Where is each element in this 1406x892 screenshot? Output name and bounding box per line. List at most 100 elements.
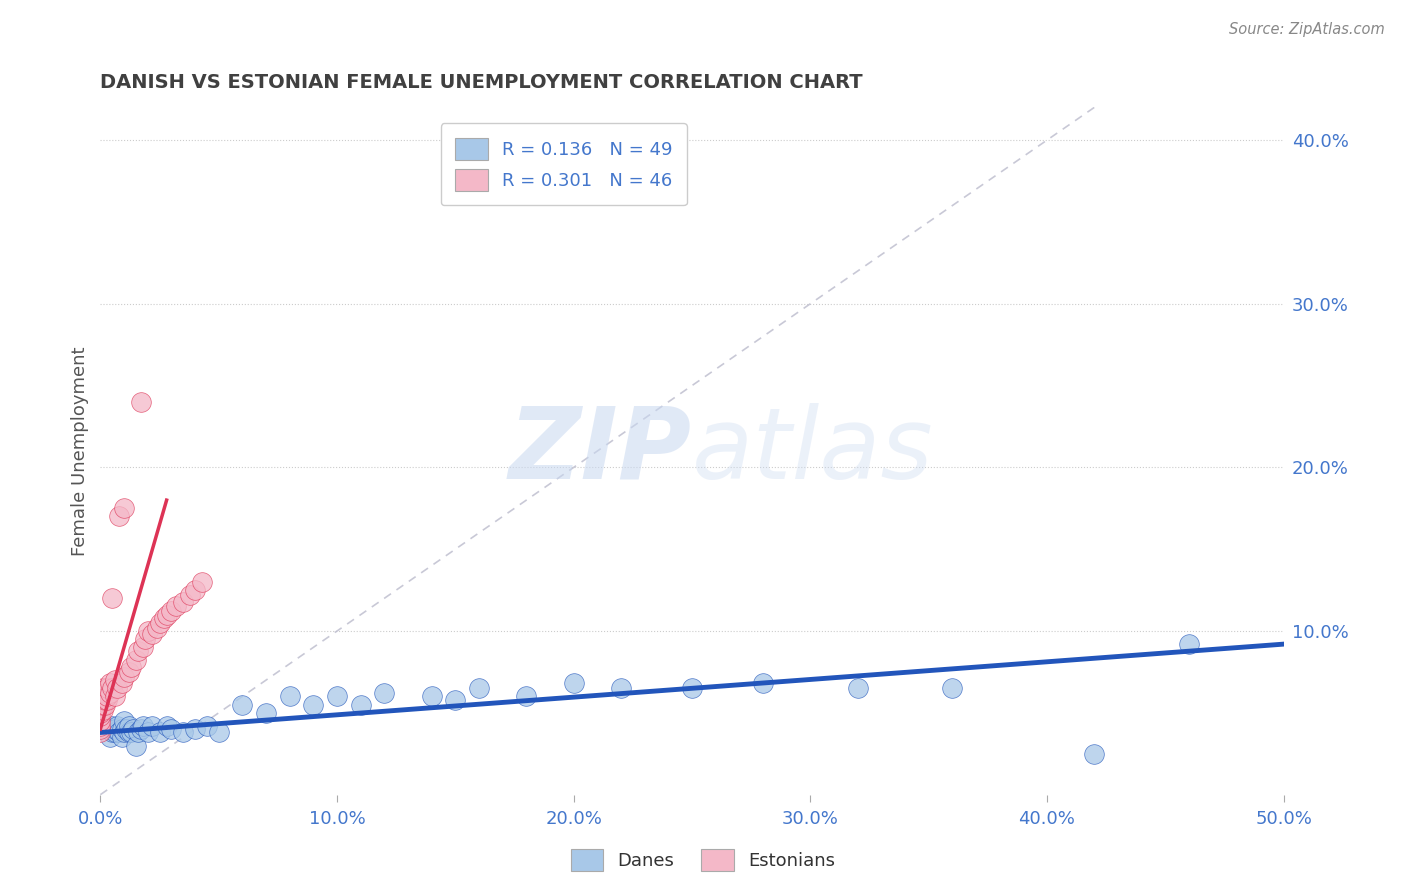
Point <box>127 643 149 657</box>
Text: DANISH VS ESTONIAN FEMALE UNEMPLOYMENT CORRELATION CHART: DANISH VS ESTONIAN FEMALE UNEMPLOYMENT C… <box>100 73 863 92</box>
Point <box>118 665 141 679</box>
Point <box>89 723 111 737</box>
Point <box>91 690 114 704</box>
Point <box>172 725 194 739</box>
Text: atlas: atlas <box>692 402 934 500</box>
Point <box>101 591 124 606</box>
Point <box>846 681 869 696</box>
Text: Source: ZipAtlas.com: Source: ZipAtlas.com <box>1229 22 1385 37</box>
Point <box>191 574 214 589</box>
Point <box>94 692 117 706</box>
Point <box>136 624 159 638</box>
Point <box>165 599 187 614</box>
Point <box>125 739 148 753</box>
Point <box>420 690 443 704</box>
Point <box>326 690 349 704</box>
Point <box>148 615 170 630</box>
Point <box>89 709 111 723</box>
Point <box>118 719 141 733</box>
Text: ZIP: ZIP <box>509 402 692 500</box>
Point <box>112 725 135 739</box>
Point <box>562 676 585 690</box>
Point <box>208 725 231 739</box>
Point <box>129 395 152 409</box>
Point <box>101 719 124 733</box>
Point <box>115 723 138 737</box>
Point <box>98 731 121 745</box>
Point <box>125 653 148 667</box>
Point <box>91 698 114 712</box>
Point <box>112 501 135 516</box>
Point <box>302 698 325 712</box>
Point <box>103 673 125 687</box>
Point <box>98 676 121 690</box>
Point <box>172 594 194 608</box>
Point <box>111 676 134 690</box>
Point <box>94 698 117 712</box>
Point <box>278 690 301 704</box>
Point <box>98 686 121 700</box>
Point <box>120 660 142 674</box>
Point <box>101 681 124 696</box>
Point <box>160 723 183 737</box>
Point <box>96 690 118 704</box>
Point <box>184 583 207 598</box>
Point <box>515 690 537 704</box>
Point <box>132 640 155 655</box>
Point <box>89 725 111 739</box>
Point <box>120 725 142 739</box>
Point <box>468 681 491 696</box>
Point <box>141 719 163 733</box>
Point <box>160 604 183 618</box>
Point <box>112 714 135 728</box>
Point <box>91 681 114 696</box>
Point <box>89 719 111 733</box>
Point <box>132 719 155 733</box>
Point <box>118 725 141 739</box>
Point <box>136 725 159 739</box>
Point <box>111 731 134 745</box>
Point <box>156 607 179 622</box>
Point <box>444 692 467 706</box>
Point <box>681 681 703 696</box>
Point <box>108 725 131 739</box>
Point <box>195 719 218 733</box>
Point <box>103 723 125 737</box>
Point <box>179 588 201 602</box>
Point <box>122 723 145 737</box>
Legend: R = 0.136   N = 49, R = 0.301   N = 46: R = 0.136 N = 49, R = 0.301 N = 46 <box>440 123 688 205</box>
Point <box>254 706 277 720</box>
Point <box>141 627 163 641</box>
Point <box>1083 747 1105 761</box>
Point <box>156 719 179 733</box>
Legend: Danes, Estonians: Danes, Estonians <box>564 842 842 879</box>
Point <box>373 686 395 700</box>
Point <box>129 723 152 737</box>
Point <box>96 723 118 737</box>
Point <box>127 725 149 739</box>
Point <box>96 692 118 706</box>
Point <box>89 706 111 720</box>
Point <box>231 698 253 712</box>
Point <box>111 723 134 737</box>
Point <box>103 725 125 739</box>
Point <box>108 509 131 524</box>
Point <box>146 621 169 635</box>
Point <box>105 681 128 696</box>
Point <box>91 702 114 716</box>
Point <box>94 686 117 700</box>
Point <box>941 681 963 696</box>
Point <box>153 611 176 625</box>
Point <box>148 725 170 739</box>
Point <box>350 698 373 712</box>
Point <box>89 714 111 728</box>
Point <box>105 719 128 733</box>
Point <box>184 723 207 737</box>
Point <box>101 725 124 739</box>
Point <box>134 632 156 647</box>
Point <box>1178 637 1201 651</box>
Point <box>752 676 775 690</box>
Y-axis label: Female Unemployment: Female Unemployment <box>72 346 89 556</box>
Point <box>112 670 135 684</box>
Point <box>96 681 118 696</box>
